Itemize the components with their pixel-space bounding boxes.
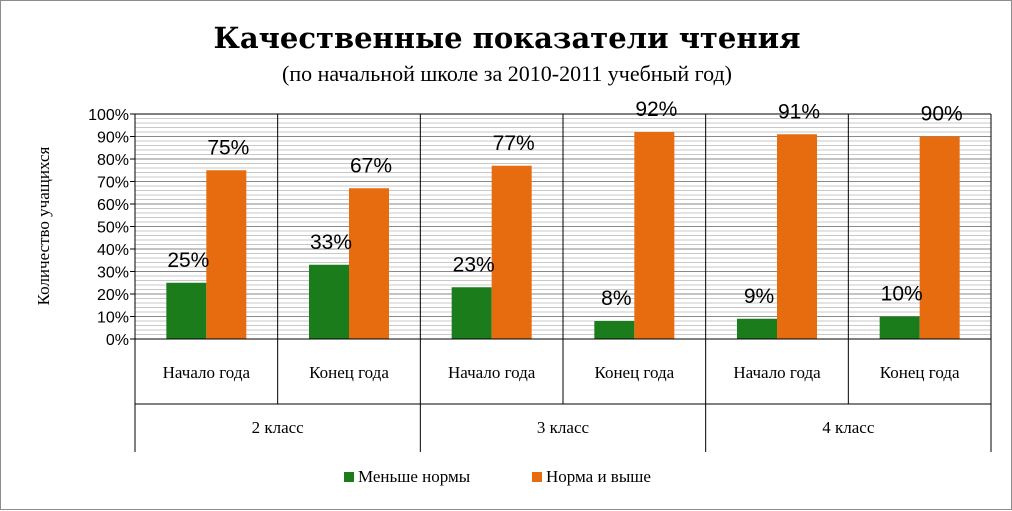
x-category-label: Конец года [880, 363, 960, 382]
bar-norm-above [919, 136, 960, 339]
data-label: 92% [635, 98, 677, 121]
x-category-label: Конец года [594, 363, 674, 382]
bar-below-norm [309, 264, 349, 339]
legend: Меньше нормы Норма и выше [344, 467, 651, 486]
bar-norm-above [349, 188, 389, 339]
data-label: 25% [167, 249, 209, 272]
chart-title: Качественные показатели чтения [213, 21, 800, 55]
bar-norm-above [206, 170, 247, 339]
data-label: 91% [778, 100, 820, 123]
bar-below-norm [594, 321, 635, 339]
y-tick-label: 60% [97, 197, 129, 214]
data-label: 33% [310, 231, 352, 254]
chart-subtitle: (по начальной школе за 2010-2011 учебный… [282, 61, 732, 86]
y-tick-label: 50% [97, 220, 129, 237]
x-category-label: Начало года [448, 363, 536, 382]
y-tick-label: 90% [97, 130, 129, 147]
legend-label: Норма и выше [546, 467, 651, 486]
y-tick-label: 70% [97, 175, 129, 192]
legend-swatch [532, 472, 542, 482]
bar-below-norm [879, 316, 920, 339]
x-group-label: 2 класс [252, 418, 305, 437]
x-category-label: Начало года [163, 363, 251, 382]
y-axis-label: Количество учащихся [34, 146, 53, 305]
axes-layer [130, 113, 992, 452]
y-tick-label: 40% [97, 242, 129, 259]
y-tick-label: 30% [97, 265, 129, 282]
y-tick-label: 0% [106, 332, 129, 349]
y-tick-label: 20% [97, 287, 129, 304]
bar-norm-above [634, 132, 675, 339]
bar-below-norm [451, 287, 492, 339]
labels-layer: 0% 10% 20% 30% 40% 50% 60% 70% 80% 90% 100% Начало … [88, 98, 963, 437]
x-category-label: Конец года [309, 363, 389, 382]
bar-norm-above [491, 165, 532, 339]
bar-norm-above [777, 134, 817, 339]
bars-layer [166, 132, 960, 339]
y-tick-label: 80% [97, 152, 129, 169]
data-label: 23% [453, 253, 495, 276]
data-label: 67% [350, 154, 392, 177]
data-label: 90% [921, 103, 963, 126]
x-category-label: Начало года [733, 363, 821, 382]
data-label: 9% [744, 285, 774, 308]
y-tick-label: 100% [88, 107, 129, 124]
data-label: 75% [207, 136, 249, 159]
y-tick-label: 10% [97, 310, 129, 327]
legend-label: Меньше нормы [358, 467, 471, 486]
data-label: 10% [881, 283, 923, 306]
bar-below-norm [737, 318, 777, 339]
bar-below-norm [166, 282, 207, 339]
x-group-label: 4 класс [822, 418, 875, 437]
data-label: 8% [601, 287, 631, 310]
data-label: 77% [493, 132, 535, 155]
legend-swatch [344, 472, 354, 482]
x-group-label: 3 класс [537, 418, 590, 437]
